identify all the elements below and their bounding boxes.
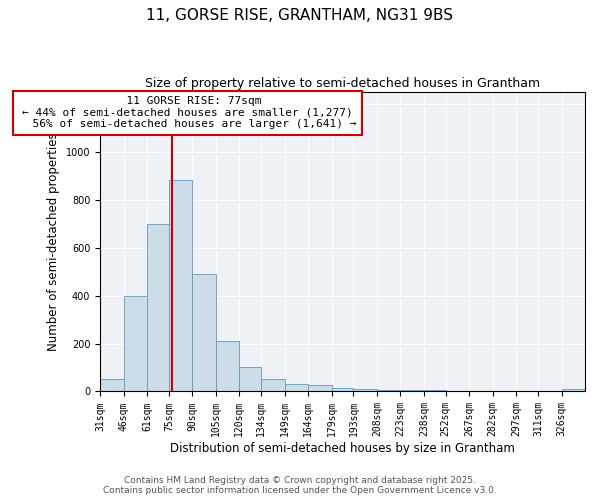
Bar: [353, 389, 377, 392]
Text: 11, GORSE RISE, GRANTHAM, NG31 9BS: 11, GORSE RISE, GRANTHAM, NG31 9BS: [146, 8, 454, 22]
Bar: [124, 296, 147, 392]
Bar: [332, 388, 353, 392]
Bar: [377, 390, 400, 392]
Bar: [308, 386, 332, 392]
X-axis label: Distribution of semi-detached houses by size in Grantham: Distribution of semi-detached houses by …: [170, 442, 515, 455]
Text: Contains HM Land Registry data © Crown copyright and database right 2025.
Contai: Contains HM Land Registry data © Crown c…: [103, 476, 497, 495]
Bar: [261, 380, 284, 392]
Bar: [147, 224, 169, 392]
Y-axis label: Number of semi-detached properties: Number of semi-detached properties: [47, 132, 60, 351]
Bar: [284, 384, 308, 392]
Bar: [562, 389, 585, 392]
Bar: [400, 390, 424, 392]
Bar: [169, 180, 193, 392]
Bar: [100, 380, 124, 392]
Bar: [424, 390, 446, 392]
Text: 11 GORSE RISE: 77sqm
← 44% of semi-detached houses are smaller (1,277)
  56% of : 11 GORSE RISE: 77sqm ← 44% of semi-detac…: [19, 96, 356, 130]
Title: Size of property relative to semi-detached houses in Grantham: Size of property relative to semi-detach…: [145, 78, 540, 90]
Bar: [193, 274, 216, 392]
Bar: [239, 368, 261, 392]
Bar: [216, 341, 239, 392]
